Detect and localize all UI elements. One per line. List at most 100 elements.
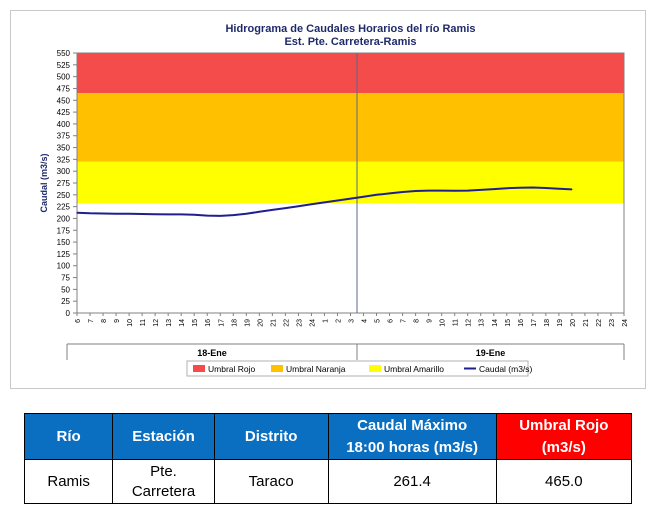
cell-rio: Ramis	[23, 459, 114, 504]
x-tick-label: 24	[622, 319, 629, 327]
band-umbral-amarillo	[77, 161, 624, 204]
x-tick-label: 19	[244, 319, 251, 327]
caudal-data-point	[428, 189, 430, 192]
x-tick-label: 17	[218, 319, 225, 327]
legend-swatch	[271, 365, 283, 372]
caudal-data-point	[454, 190, 456, 192]
x-tick-label: 11	[140, 319, 147, 326]
x-tick-label: 23	[609, 319, 616, 327]
header-rio: Río	[23, 413, 114, 460]
caudal-data-point	[415, 190, 417, 192]
y-tick-label: 75	[61, 274, 70, 283]
y-tick-label: 450	[57, 96, 71, 105]
x-tick-label: 21	[270, 319, 277, 327]
cell-estacion-line1: Pte.	[150, 462, 177, 480]
y-tick-label: 425	[57, 108, 71, 117]
x-tick-label: 22	[596, 319, 603, 327]
y-tick-label: 325	[57, 155, 71, 164]
x-tick-label: 16	[518, 319, 525, 327]
legend-label: Umbral Naranja	[286, 364, 346, 374]
y-tick-label: 275	[57, 179, 71, 188]
x-tick-label: 8	[101, 319, 108, 323]
band-umbral-rojo	[77, 53, 624, 94]
legend-label: Umbral Rojo	[208, 364, 256, 374]
cell-caudal-maximo: 261.4	[327, 459, 497, 504]
caudal-data-point	[480, 189, 482, 191]
caudal-data-point	[558, 188, 560, 190]
caudal-data-point	[102, 212, 104, 215]
y-tick-label: 150	[57, 238, 71, 247]
caudal-data-point	[336, 199, 339, 202]
x-tick-label: 5	[375, 319, 382, 323]
y-tick-label: 225	[57, 203, 71, 212]
table-row: Ramis Pte. Carretera Taraco 261.4 465.0	[23, 459, 633, 504]
x-tick-label: 11	[453, 319, 460, 326]
x-tick-label: 13	[166, 319, 173, 327]
x-tick-label: 12	[153, 319, 160, 327]
y-tick-label: 500	[57, 73, 71, 82]
cell-estacion-line2: Carretera	[131, 482, 196, 500]
caudal-data-point	[115, 213, 117, 215]
caudal-data-point	[154, 213, 156, 215]
legend-label: Caudal (m3/s)	[479, 364, 533, 374]
hydrograph-chart: Hidrograma de Caudales Horarios del río …	[39, 23, 629, 377]
y-tick-label: 25	[61, 297, 70, 306]
caudal-data-point	[323, 201, 326, 203]
caudal-data-point	[441, 189, 443, 192]
caudal-data-point	[401, 191, 404, 193]
chart-title: Hidrograma de Caudales Horarios del río …	[225, 23, 475, 35]
y-tick-label: 200	[57, 214, 71, 223]
header-estacion: Estación	[112, 413, 215, 460]
caudal-data-point	[141, 213, 143, 215]
y-tick-label: 175	[57, 226, 71, 235]
x-tick-label: 9	[114, 319, 121, 323]
x-tick-label: 19	[557, 319, 564, 327]
x-tick-label: 12	[466, 319, 473, 327]
caudal-data-point	[375, 194, 378, 196]
x-tick-label: 1	[322, 319, 329, 323]
y-tick-label: 250	[57, 191, 71, 200]
caudal-data-point	[310, 203, 313, 205]
x-tick-label: 14	[179, 319, 186, 327]
x-tick-label: 17	[531, 319, 538, 327]
x-tick-label: 16	[205, 319, 212, 327]
x-tick-label: 14	[492, 319, 499, 327]
caudal-data-point	[180, 213, 182, 216]
caudal-data-point	[349, 198, 352, 200]
cell-estacion: Pte. Carretera	[112, 459, 215, 504]
summary-table: Río Estación Distrito Caudal Máximo 18:0…	[23, 413, 633, 504]
caudal-data-point	[284, 207, 286, 209]
caudal-data-point	[388, 192, 391, 194]
x-tick-label: 18	[544, 319, 551, 327]
caudal-data-point	[76, 212, 78, 214]
caudal-data-point	[271, 209, 273, 211]
x-tick-label: 10	[440, 319, 447, 327]
legend-swatch	[369, 365, 381, 372]
caudal-data-point	[297, 205, 300, 207]
x-tick-label: 7	[88, 319, 95, 323]
x-tick-label: 2	[335, 319, 342, 323]
x-tick-label: 15	[505, 319, 512, 327]
caudal-data-point	[219, 215, 221, 217]
y-tick-label: 0	[66, 309, 71, 318]
day-label-18-ene: 18-Ene	[197, 348, 227, 358]
header-caudal-maximo-line2: 18:00 horas (m3/s)	[346, 438, 478, 456]
x-tick-label: 6	[75, 319, 82, 323]
x-tick-label: 10	[127, 319, 134, 327]
y-tick-label: 550	[57, 49, 71, 58]
y-tick-label: 50	[61, 285, 70, 294]
x-tick-label: 20	[257, 319, 264, 327]
caudal-data-point	[89, 212, 91, 214]
caudal-data-point	[128, 213, 130, 215]
cell-distrito: Taraco	[213, 459, 329, 504]
caudal-data-point	[193, 214, 195, 216]
caudal-data-point	[493, 188, 495, 190]
header-caudal-maximo-line1: Caudal Máximo	[357, 416, 468, 434]
header-distrito: Distrito	[213, 413, 329, 460]
caudal-data-point	[519, 187, 521, 189]
legend-swatch	[193, 365, 205, 372]
y-tick-label: 300	[57, 167, 71, 176]
legend-label: Umbral Amarillo	[384, 364, 444, 374]
legend-box	[186, 360, 529, 377]
chart-panel: Hidrograma de Caudales Horarios del río …	[10, 10, 646, 389]
